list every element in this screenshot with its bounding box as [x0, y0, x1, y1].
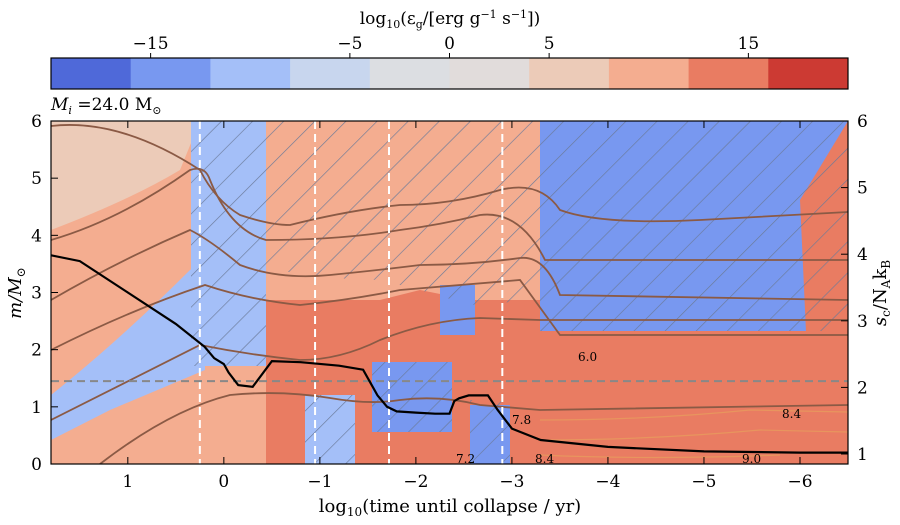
colorbar-tick-label: −15 [133, 34, 169, 54]
colorbar-cell [529, 58, 610, 89]
y-right-tick-label: 4 [857, 245, 868, 265]
colorbar-cells [51, 58, 849, 89]
plot-area: 6.0 7.8 8.4 8.4 7.2 9.0 [51, 121, 848, 466]
y-axis-right-ticks: 1 2 3 4 5 6 [841, 112, 868, 465]
inner-contours [539, 409, 848, 459]
panel-label: Mi =24.0 M⊙ [50, 95, 161, 117]
colorbar-cell [608, 58, 690, 89]
y-left-tick-label: 1 [31, 398, 42, 418]
y-left-tick-label: 4 [31, 226, 42, 246]
vertical-dashed-lines [198, 121, 504, 464]
hatch-2 [266, 121, 540, 305]
y-axis-right-label: sc/NAkB [870, 260, 893, 326]
y-left-tick-label: 0 [31, 455, 42, 475]
contour-label-4: 8.4 [782, 407, 801, 421]
y-axis-left-ticks: 0 1 2 3 4 5 6 [31, 112, 58, 475]
hatch-5 [470, 400, 510, 464]
colorbar-cell [210, 58, 291, 89]
x-axis-label: log10(time until collapse / yr) [319, 496, 581, 519]
central-entropy-line [51, 254, 848, 454]
x-tick-label: −5 [691, 472, 716, 492]
colorbar: −15 −5 0 5 15 log10(εg/[erg g−1 s−1]) [50, 8, 849, 90]
x-tick-label: −2 [403, 472, 428, 492]
colorbar-tick-label: 0 [444, 34, 455, 54]
x-tick-label: 0 [218, 472, 229, 492]
x-tick-label: −3 [499, 472, 524, 492]
x-tick-label: −6 [787, 472, 812, 492]
colorbar-label: log10(εg/[erg g−1 s−1]) [360, 8, 541, 31]
colorbar-cell [51, 58, 132, 89]
y-left-tick-label: 6 [31, 112, 42, 132]
contour-label-6: 9.0 [742, 452, 761, 466]
hatch-6 [305, 395, 355, 464]
colorbar-cell [768, 58, 849, 89]
x-tick-label: −1 [307, 472, 332, 492]
colorbar-cell [290, 58, 371, 89]
y-left-tick-label: 5 [31, 169, 42, 189]
region-blue-wedge [51, 260, 205, 440]
y-right-tick-label: 1 [857, 445, 868, 465]
colorbar-tick-label: 15 [738, 34, 760, 54]
y-left-tick-label: 2 [31, 341, 42, 361]
y-left-tick-label: 3 [31, 284, 42, 304]
contour-label-5: 7.2 [456, 452, 475, 466]
region-envelope-outer [51, 121, 262, 230]
x-tick-label: 1 [122, 472, 133, 492]
colorbar-tick-label: −5 [337, 34, 362, 54]
hatch-4 [372, 362, 452, 432]
hatch-1 [191, 121, 266, 366]
y-right-tick-label: 2 [857, 378, 868, 398]
contour-label-1: 6.0 [578, 350, 597, 364]
colorbar-cell [449, 58, 530, 89]
x-axis-ticks: 1 0 −1 −2 −3 −4 −5 −6 [122, 121, 813, 492]
colorbar-ticks: −15 −5 0 5 15 [133, 34, 760, 58]
mass-contours [51, 124, 848, 464]
contour-label-2: 7.8 [512, 413, 531, 427]
y-axis-left-label: m/M⊙ [5, 267, 28, 319]
colorbar-cell [369, 58, 450, 89]
y-right-tick-label: 6 [857, 112, 868, 132]
colorbar-cell [688, 58, 769, 89]
colorbar-tick-label: 5 [544, 34, 555, 54]
y-right-tick-label: 5 [857, 179, 868, 199]
contour-label-3: 8.4 [535, 452, 554, 466]
x-tick-label: −4 [595, 472, 620, 492]
y-right-tick-label: 3 [857, 312, 868, 332]
colorbar-cell [130, 58, 211, 89]
